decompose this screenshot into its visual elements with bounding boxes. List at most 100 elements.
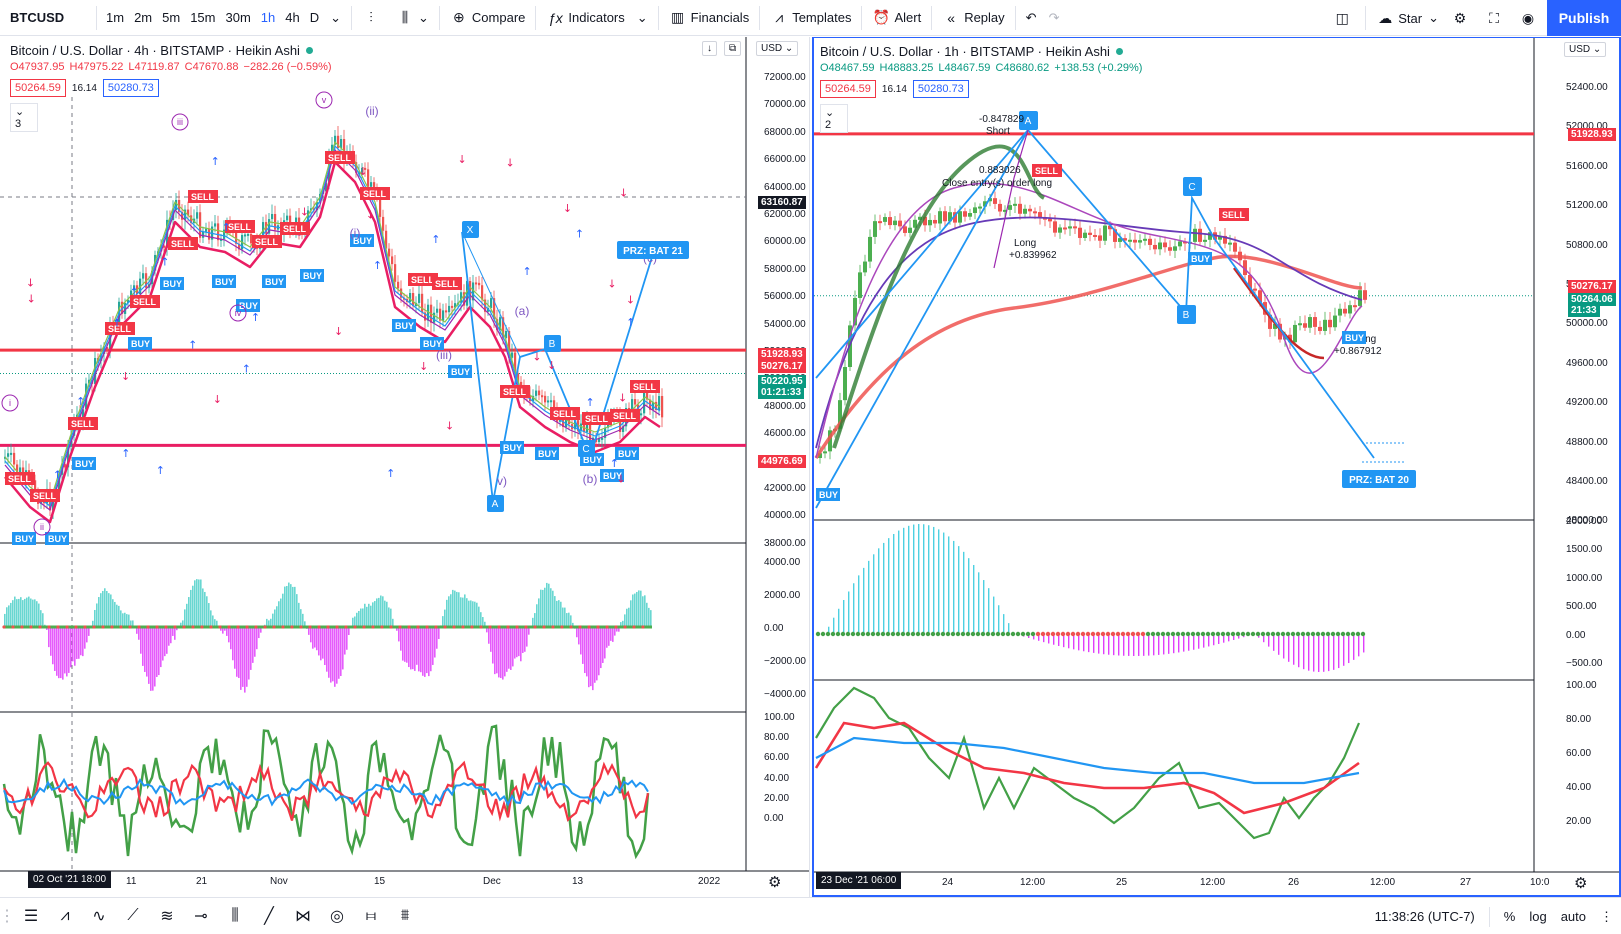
left-time-axis[interactable]: 02 Oct '21 18:00 11 21 Nov 15 Dec 13 2022 [0,871,746,893]
interval-2m[interactable]: 2m [134,10,153,25]
chart-settings-button[interactable]: ⚙ [1574,874,1587,892]
long-position-tool[interactable]: ⫼ [218,901,252,931]
redo-button[interactable]: ↷ [1043,3,1066,33]
sell-price-button[interactable]: 50264.59 [820,80,876,98]
left-chart-pane[interactable]: BUY BUY BUY BUY BUY BUY BUY BUY BUY BUY BUY BUY BUY B… [0,37,810,897]
histogram-bar [118,605,120,627]
parallel-channel-tool[interactable]: ⧦ [354,901,388,931]
signal-arrow-icon: ↑ [586,396,595,409]
candle-body [445,310,448,313]
histogram-bar [338,627,340,679]
zero-dot [920,631,926,637]
elliott-wave-tool[interactable]: ∿ [82,901,116,931]
candle-body [466,281,469,306]
snapshot-button[interactable]: ◉ [1513,3,1547,33]
buy-signal-label: BUY [236,299,260,312]
candle-style-button[interactable]: ⫼ ⌄ [390,3,435,33]
regression-tool[interactable]: ⩩ [388,901,422,931]
horizontal-ray-tool[interactable]: ⊸ [184,901,218,931]
histogram-bar [366,606,368,627]
histogram-bar [330,627,332,683]
settings-button[interactable]: ⚙ [1445,3,1479,33]
bar-style-button[interactable]: ⫶ [356,3,390,33]
pattern-tool[interactable]: ⋈ [286,901,320,931]
interval-1m[interactable]: 1m [106,10,125,25]
right-time-axis[interactable]: 23 Dec '21 06:00 24 12:00 25 12:00 26 12:00 27… [814,872,1550,894]
gear-icon: ⚙ [1574,875,1588,892]
trend-line-tool[interactable]: ⟋ [116,901,150,931]
histogram-bar [512,627,514,667]
interval-30m[interactable]: 30m [225,10,251,25]
candle-body [541,395,544,398]
gann-tool[interactable]: ◎ [320,901,354,931]
buy-signal-label: BUY [392,319,416,332]
zero-dot [83,625,87,629]
histogram-bar [56,627,58,676]
interval-1h[interactable]: 1h [260,10,276,25]
financials-button[interactable]: ▥ Financials [663,3,756,33]
interval-5m[interactable]: 5m [162,10,181,25]
scroll-down-button[interactable]: ↓ [702,41,717,56]
indicators-collapse-button[interactable]: ⌄ 3 [10,103,38,132]
svg-text:BUY: BUY [303,271,322,281]
histogram-bar [626,608,628,627]
auto-scale-toggle[interactable]: auto [1560,909,1586,924]
histogram-bar [1233,634,1235,640]
interval-dropdown-button[interactable]: ⌄ [324,3,347,33]
templates-button[interactable]: ⩘ Templates [764,3,857,33]
histogram-bar [570,615,572,627]
candle-body [502,317,505,339]
candle-body [598,437,601,443]
indicators-collapse-button[interactable]: ⌄ 2 [820,104,848,133]
fullscreen-button[interactable]: ⛶ [1479,3,1513,33]
chart-settings-button[interactable]: ⚙ [768,873,781,891]
log-scale-toggle[interactable]: log [1529,909,1547,924]
maximize-button[interactable]: ⧉ [724,41,742,56]
sell-signal-label: SELL [582,412,612,425]
fib-retracement-tool[interactable]: ≋ [150,901,184,931]
compare-button[interactable]: ⊕ Compare [444,3,531,33]
percent-scale-toggle[interactable]: % [1503,909,1516,924]
signal-arrow-icon: ↑ [121,447,130,460]
low-value: L48467.59 [938,62,991,74]
time-tick: 27 [1460,877,1472,888]
horizontal-lines-tool[interactable]: ☰ [14,901,48,931]
candle-body [325,182,328,192]
sell-price-button[interactable]: 50264.59 [10,79,66,97]
line-tool[interactable]: ╱ [252,901,286,931]
buy-price-button[interactable]: 50280.73 [102,79,159,97]
candle-body [481,285,484,300]
undo-button[interactable]: ↶ [1020,3,1043,33]
interval-15m[interactable]: 15m [190,10,216,25]
xabcd-pattern-tool[interactable]: ⩘ [48,901,82,931]
zero-dot [353,625,357,629]
interval-D[interactable]: D [309,10,320,25]
candle-body [367,169,370,187]
clock-timezone-button[interactable]: 11:38:26 (UTC-7) [1374,909,1475,924]
symbol-search-button[interactable]: BTCUSD [10,10,65,25]
buy-price-button[interactable]: 50280.73 [912,80,969,98]
candle-body [553,400,556,413]
toolbar-grip[interactable]: ⋮ [0,908,15,925]
candle-body [858,272,862,298]
replay-button[interactable]: « Replay [936,3,1010,33]
options-menu-button[interactable]: ⋮ [1600,908,1613,924]
zero-dot [1065,631,1071,637]
signal-arrow-icon: ↓ [358,165,367,178]
histogram-bar [1193,634,1195,650]
layout-select-button[interactable]: ◫ [1327,3,1361,33]
zero-dot [632,625,636,629]
currency-button[interactable]: USD ⌄ [756,41,799,56]
indicators-dropdown[interactable]: ⌄ [631,3,654,33]
currency-button[interactable]: USD ⌄ [1564,42,1607,57]
alert-button[interactable]: ⏰ Alert [866,3,927,33]
right-chart-pane[interactable]: A B C -0.847829 Short 0.883026 Close entry(s) … [812,37,1621,897]
zero-dot [965,631,971,637]
indicators-button[interactable]: ƒx Indicators [540,3,630,33]
candle-body [1328,319,1332,328]
publish-button[interactable]: Publish [1547,0,1621,36]
cloud-layout-button[interactable]: ☁ Star ⌄ [1370,3,1445,33]
interval-4h[interactable]: 4h [285,10,300,25]
